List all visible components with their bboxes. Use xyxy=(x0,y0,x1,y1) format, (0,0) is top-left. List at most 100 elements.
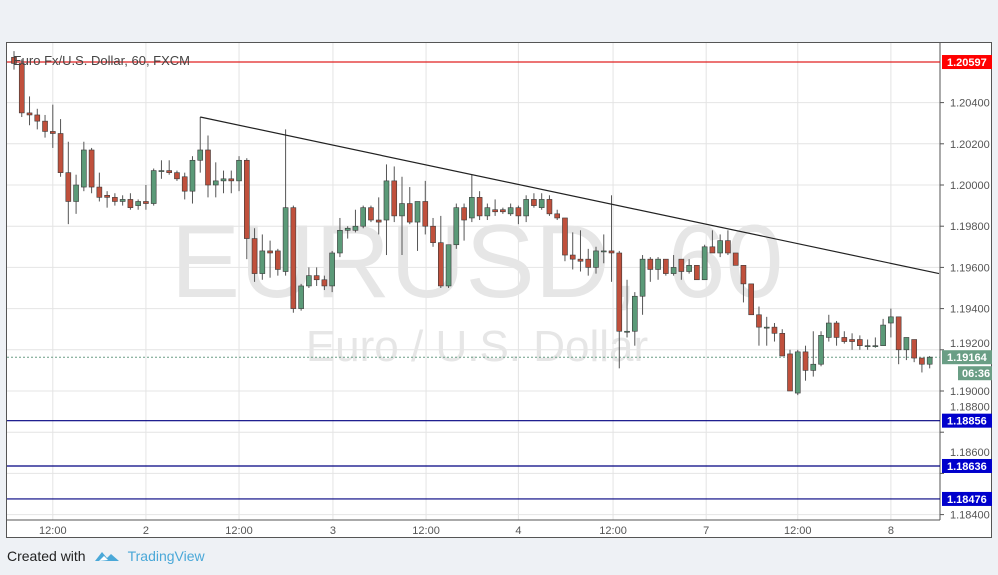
price-level-label-bg xyxy=(942,55,992,70)
candle-down xyxy=(290,207,297,309)
candle-down xyxy=(771,326,778,334)
candle-up xyxy=(197,149,204,161)
candle-up xyxy=(282,207,289,272)
x-tick-label: 12:00 xyxy=(784,525,812,537)
y-tick-label: 1.18800 xyxy=(950,402,990,414)
x-tick-label: 12:00 xyxy=(225,525,253,537)
candle-up xyxy=(453,207,460,246)
x-tick-label: 3 xyxy=(330,525,336,537)
y-tick-label: 1.18600 xyxy=(950,447,990,459)
candle-up xyxy=(383,180,390,221)
candle-up xyxy=(259,250,266,274)
candle-down xyxy=(492,209,498,213)
candle-up xyxy=(236,159,242,182)
candle-down xyxy=(585,258,592,268)
candle-down xyxy=(678,258,685,272)
candle-up xyxy=(872,345,879,347)
candle-up xyxy=(220,178,227,182)
candle-down xyxy=(49,131,56,134)
candle-down xyxy=(740,265,747,285)
candle-down xyxy=(515,207,522,217)
tradingview-logo-icon[interactable] xyxy=(94,549,120,563)
y-tick-label: 1.19000 xyxy=(950,386,990,398)
x-tick-label: 7 xyxy=(703,525,709,537)
candle-up xyxy=(825,322,832,338)
candle-down xyxy=(841,337,848,342)
countdown-label: 06:36 xyxy=(962,368,990,380)
price-level-label: 1.20597 xyxy=(947,57,987,69)
candle-down xyxy=(569,254,576,260)
candle-down xyxy=(251,238,258,274)
y-tick-label: 1.20200 xyxy=(950,139,990,151)
candle-down xyxy=(65,172,72,202)
candle-down xyxy=(756,314,762,328)
candle-up xyxy=(158,170,165,172)
candle-down xyxy=(430,225,436,243)
y-tick-label: 1.19800 xyxy=(950,221,990,233)
candle-up xyxy=(414,201,421,223)
candle-up xyxy=(484,207,491,217)
candle-down xyxy=(476,197,483,217)
created-with-text: Created with xyxy=(7,548,86,564)
candle-down xyxy=(577,258,584,262)
candle-up xyxy=(73,184,79,202)
candle-up xyxy=(717,240,723,254)
candle-up xyxy=(600,250,607,253)
watermark-name: Euro / U.S. Dollar xyxy=(306,322,648,371)
candle-down xyxy=(143,201,149,204)
candle-down xyxy=(275,250,281,270)
candle-down xyxy=(26,112,33,116)
y-tick-label: 1.20000 xyxy=(950,180,990,192)
candle-down xyxy=(18,63,25,114)
candle-up xyxy=(810,363,817,371)
candle-up xyxy=(903,337,910,351)
candle-up xyxy=(701,246,708,281)
candle-down xyxy=(608,250,615,254)
candle-up xyxy=(344,227,351,231)
candle-down xyxy=(406,203,413,223)
candle-down xyxy=(205,149,211,186)
candle-up xyxy=(507,207,514,215)
candle-up xyxy=(593,250,599,268)
current-price-label: 1.19164 xyxy=(947,352,988,364)
chart-frame: 1.20400 1.20200 1.20000 1.19800 1.19600 1.194… xyxy=(6,42,992,538)
candle-down xyxy=(694,265,700,281)
current-price-label-bg xyxy=(942,350,992,365)
candle-down xyxy=(174,172,180,180)
candle-down xyxy=(422,201,429,227)
candlestick-chart[interactable]: 1.20400 1.20200 1.20000 1.19800 1.19600 1.194… xyxy=(7,43,993,539)
candle-up xyxy=(888,316,894,324)
candle-down xyxy=(833,322,840,338)
y-tick-label: 1.19400 xyxy=(950,304,990,316)
candle-up xyxy=(818,335,824,365)
trendline xyxy=(200,116,940,275)
candle-down xyxy=(313,275,320,281)
y-tick-label: 1.19600 xyxy=(950,262,990,274)
tradingview-link[interactable]: TradingView xyxy=(127,548,205,564)
candle-down xyxy=(732,252,739,266)
candle-down xyxy=(88,149,95,188)
candle-down xyxy=(244,159,250,239)
candle-up xyxy=(864,345,871,347)
candle-up xyxy=(135,201,141,206)
candle-down xyxy=(104,195,110,198)
candle-down xyxy=(11,56,17,64)
candle-down xyxy=(321,279,328,287)
x-tick-label: 12:00 xyxy=(39,525,67,537)
candle-down xyxy=(391,180,398,217)
candle-down xyxy=(849,339,855,342)
candle-up xyxy=(926,356,933,365)
candle-down xyxy=(546,199,553,215)
candle-down xyxy=(57,133,64,173)
candle-down xyxy=(647,258,654,270)
x-tick-label: 4 xyxy=(515,525,521,537)
candle-down xyxy=(42,120,48,132)
footer: Created with TradingView xyxy=(7,548,205,564)
candle-down xyxy=(663,258,669,274)
candle-up xyxy=(670,267,677,274)
price-level-label-bg xyxy=(942,491,992,506)
candle-down xyxy=(127,199,134,208)
countdown-label-bg xyxy=(958,366,992,381)
y-tick-label: 1.19200 xyxy=(950,338,990,350)
candle-up xyxy=(538,199,545,208)
